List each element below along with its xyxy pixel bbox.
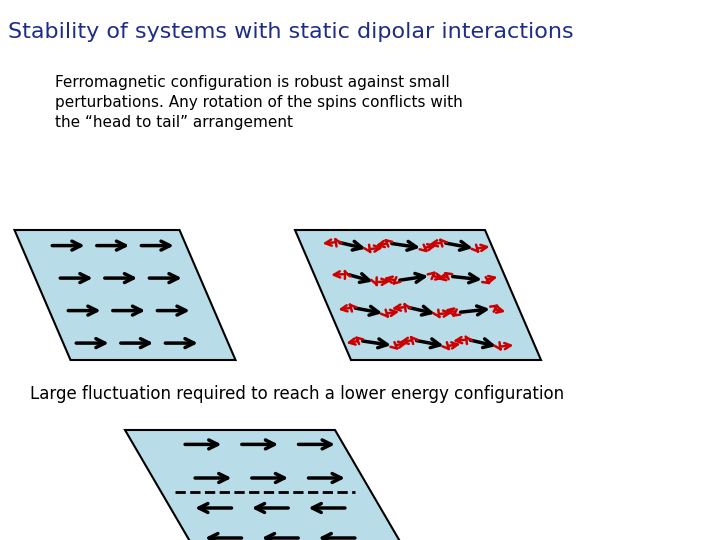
Polygon shape (295, 230, 541, 360)
Text: Large fluctuation required to reach a lower energy configuration: Large fluctuation required to reach a lo… (30, 385, 564, 403)
Polygon shape (125, 430, 405, 540)
Text: Ferromagnetic configuration is robust against small
perturbations. Any rotation : Ferromagnetic configuration is robust ag… (55, 75, 463, 130)
Text: Stability of systems with static dipolar interactions: Stability of systems with static dipolar… (8, 22, 574, 42)
Polygon shape (14, 230, 235, 360)
